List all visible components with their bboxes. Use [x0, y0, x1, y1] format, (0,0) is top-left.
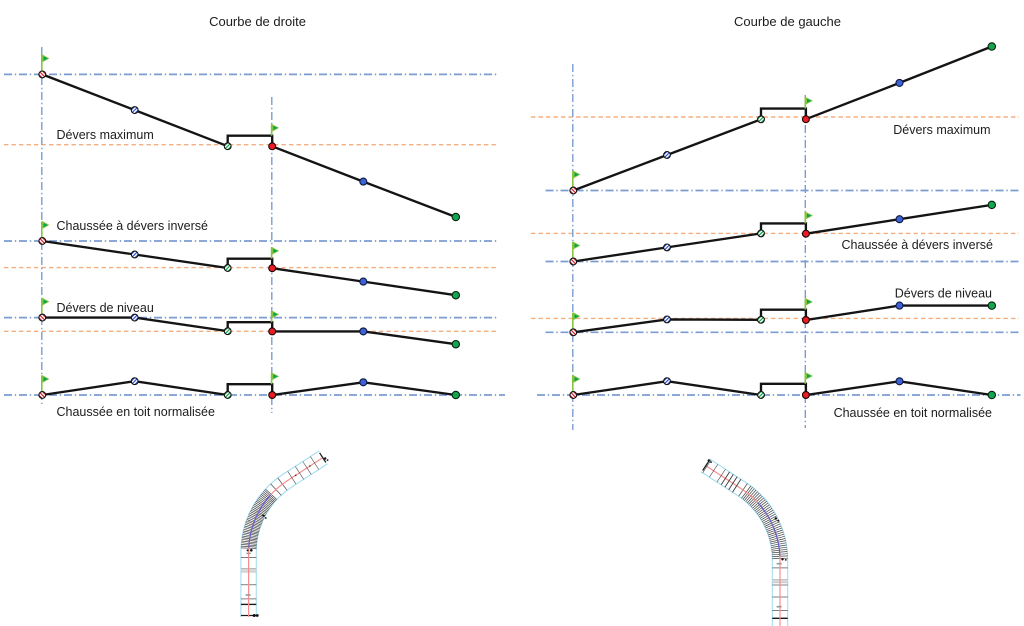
svg-text:Dévers maximum: Dévers maximum [893, 123, 990, 137]
svg-text:Dévers de niveau: Dévers de niveau [895, 287, 992, 301]
svg-text:Chaussée à dévers inversé: Chaussée à dévers inversé [57, 219, 209, 233]
svg-text:Chaussée en toit normalisée: Chaussée en toit normalisée [57, 405, 215, 419]
svg-text:Courbe de droite: Courbe de droite [209, 14, 306, 29]
svg-text:Courbe de gauche: Courbe de gauche [734, 14, 841, 29]
svg-text:Chaussée à dévers inversé: Chaussée à dévers inversé [842, 238, 994, 252]
svg-text:Dévers de niveau: Dévers de niveau [57, 301, 154, 315]
svg-text:Dévers maximum: Dévers maximum [57, 128, 154, 142]
svg-text:Chaussée en toit normalisée: Chaussée en toit normalisée [834, 406, 992, 420]
